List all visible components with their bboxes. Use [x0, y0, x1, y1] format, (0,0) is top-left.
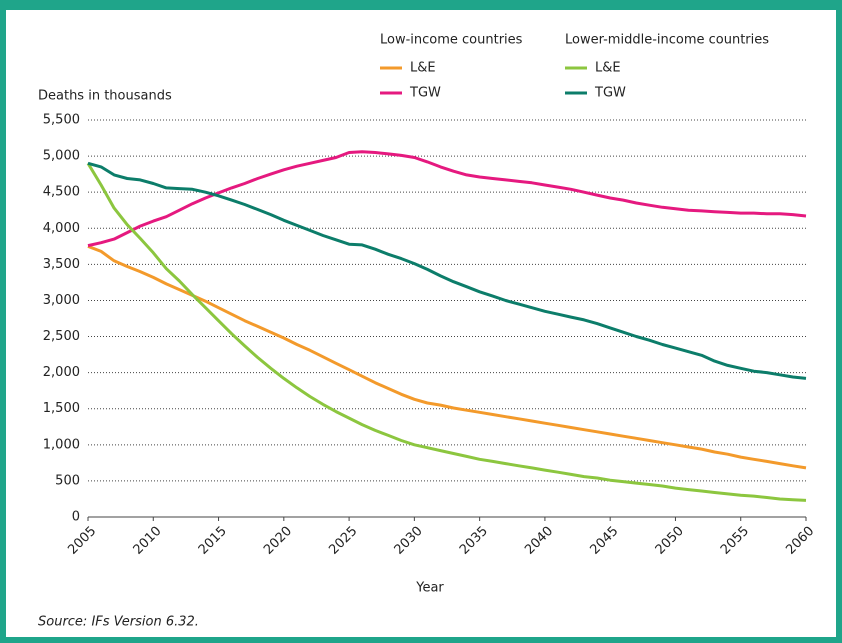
series-line	[87, 244, 807, 470]
series-line	[87, 161, 807, 380]
series-line	[87, 150, 807, 248]
y-tick-label: 500	[55, 473, 80, 488]
legend-label: L&E	[410, 61, 436, 76]
legend-group-title: Low-income countries	[380, 33, 523, 48]
legend-label: TGW	[409, 86, 441, 101]
y-tick-label: 2,500	[43, 329, 80, 344]
y-tick-label: 4,500	[43, 185, 80, 200]
legend-label: TGW	[594, 86, 626, 101]
y-tick-label: 5,500	[43, 113, 80, 128]
y-tick-label: 3,000	[43, 293, 80, 308]
y-tick-label: 0	[72, 510, 80, 525]
source-note: Source: IFs Version 6.32.	[38, 615, 199, 630]
y-tick-label: 4,000	[43, 221, 80, 236]
y-tick-label: 5,000	[43, 149, 80, 164]
y-axis-label: Deaths in thousands	[38, 89, 172, 104]
y-tick-label: 1,500	[43, 401, 80, 416]
y-tick-label: 3,500	[43, 257, 80, 272]
series-line	[86, 162, 807, 502]
y-tick-label: 1,000	[43, 437, 80, 452]
plot-panel	[6, 10, 836, 637]
y-tick-label: 2,000	[43, 365, 80, 380]
legend-group-title: Lower-middle-income countries	[565, 33, 769, 48]
legend-label: L&E	[595, 61, 621, 76]
x-axis-label: Year	[415, 581, 444, 596]
